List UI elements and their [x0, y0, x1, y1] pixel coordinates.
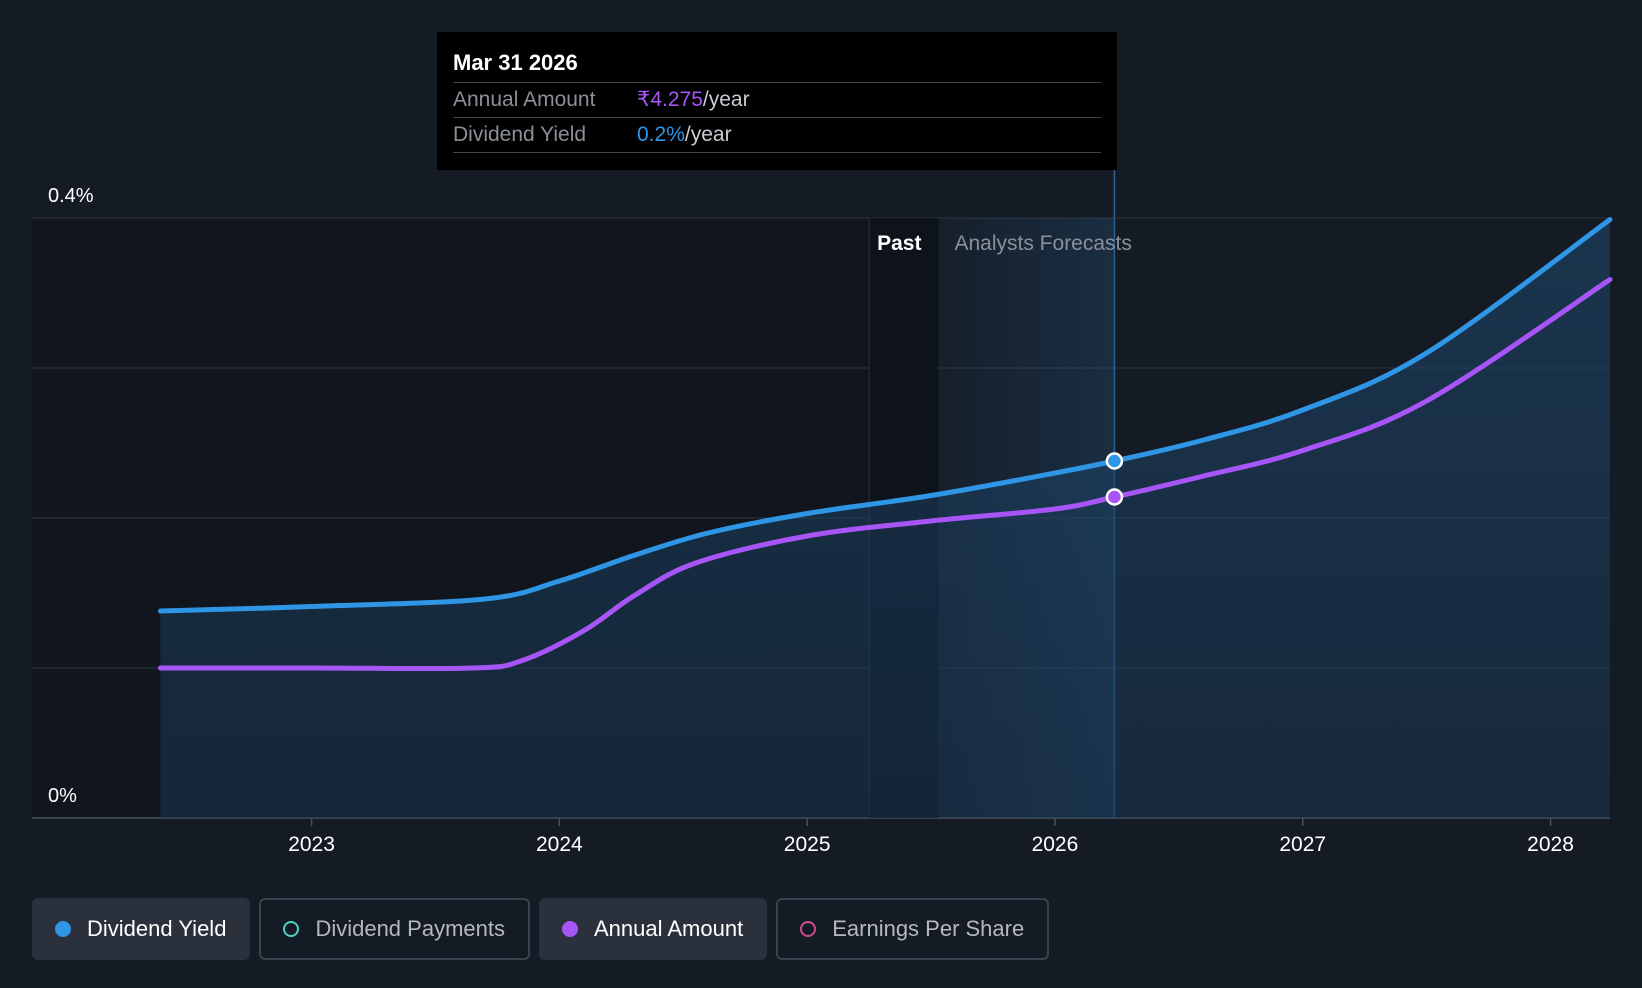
tooltip: Mar 31 2026 Annual Amount ₹4.275/year Di… [437, 32, 1117, 170]
series-marker-0 [1105, 452, 1124, 470]
legend-dividend-yield-label: Dividend Yield [87, 916, 227, 941]
forecast-label: Analysts Forecasts [954, 232, 1131, 255]
tooltip-dividend-yield-label: Dividend Yield [453, 123, 587, 146]
y-tick-label-bottom: 0% [48, 785, 77, 807]
tooltip-annual-amount-unit: /year [702, 88, 750, 111]
tooltip-dividend-yield-unit: /year [684, 123, 732, 146]
legend-dividend-payments-ring-icon [283, 921, 300, 937]
legend-dividend-payments-button[interactable]: Dividend Payments [259, 898, 530, 960]
tooltip-row-annual-amount: Annual Amount ₹4.275/year [453, 83, 1101, 118]
legend-earnings-per-share-button[interactable]: Earnings Per Share [776, 898, 1050, 960]
x-tick-label: 2023 [288, 833, 335, 856]
legend-earnings-per-share-ring-icon [800, 921, 817, 937]
y-tick-label-top: 0.4% [48, 185, 94, 207]
tooltip-row-dividend-yield: Dividend Yield 0.2%/year [453, 118, 1101, 153]
legend-annual-amount-label: Annual Amount [593, 916, 744, 941]
tooltip-dividend-yield-value: 0.2% [637, 123, 685, 146]
x-tick-label: 2025 [784, 833, 831, 856]
legend-earnings-per-share-label: Earnings Per Share [832, 916, 1025, 941]
legend: Dividend Yield Dividend Payments Annual … [32, 898, 1050, 960]
tooltip-date: Mar 31 2026 [453, 44, 1101, 83]
legend-dividend-yield-button[interactable]: Dividend Yield [32, 898, 251, 960]
series-area-0 [160, 219, 1610, 818]
series-line-1 [157, 277, 1613, 672]
series-line-0 [157, 217, 1613, 614]
x-tick-label: 2027 [1279, 833, 1326, 856]
tooltip-annual-amount-value: ₹4.275 [637, 88, 703, 111]
legend-annual-amount-button[interactable]: Annual Amount [538, 898, 768, 960]
x-tick-label: 2028 [1527, 833, 1574, 856]
tooltip-annual-amount-label: Annual Amount [453, 88, 596, 111]
legend-dividend-yield-dot-icon [55, 921, 71, 937]
legend-dividend-payments-label: Dividend Payments [315, 916, 505, 941]
legend-annual-amount-dot-icon [561, 921, 578, 937]
series-marker-1 [1105, 488, 1124, 506]
x-tick-label: 2024 [536, 833, 583, 856]
past-label: Past [877, 232, 921, 255]
x-tick-label: 2026 [1032, 833, 1079, 856]
